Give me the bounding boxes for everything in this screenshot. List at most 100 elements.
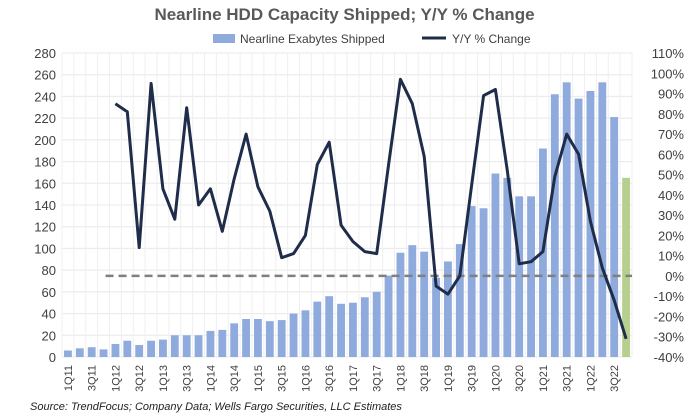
bar-4Q16 xyxy=(337,303,345,357)
x-tick-label: 1Q17 xyxy=(348,365,360,392)
y-right-tick-label: -20% xyxy=(654,309,685,324)
x-tick-label: 1Q21 xyxy=(538,365,550,392)
y-right-tick-label: 40% xyxy=(658,188,684,203)
bar-3Q14 xyxy=(230,323,239,357)
bar-3Q21 xyxy=(562,82,571,358)
bar-1Q13 xyxy=(159,339,167,357)
bar-3Q15 xyxy=(277,320,286,357)
x-tick-label: 3Q18 xyxy=(419,365,431,392)
x-tick-label: 3Q17 xyxy=(372,365,384,392)
bar-1Q20 xyxy=(491,173,500,357)
y-left-tick-label: 140 xyxy=(34,198,56,213)
y-left-tick-label: 0 xyxy=(49,350,56,365)
y-left-tick-label: 200 xyxy=(34,133,56,148)
y-left-tick-label: 180 xyxy=(34,155,56,170)
bar-2Q11 xyxy=(75,348,84,357)
bar-2Q17 xyxy=(360,297,369,357)
bar-1Q11 xyxy=(64,350,72,357)
y-right-tick-label: -10% xyxy=(654,289,685,304)
y-right-tick-label: -40% xyxy=(654,350,685,365)
bar-2Q14 xyxy=(218,329,227,357)
x-tick-label: 1Q16 xyxy=(300,365,312,392)
bar-4Q15 xyxy=(289,313,298,357)
x-tick-label: 3Q11 xyxy=(87,365,99,391)
bar-2Q16 xyxy=(313,301,322,357)
y-right-tick-label: 110% xyxy=(652,46,685,61)
x-tick-label: 1Q11 xyxy=(63,365,75,391)
bar-2Q22 xyxy=(598,82,607,358)
x-tick-label: 1Q22 xyxy=(585,365,597,392)
x-tick-label: 3Q14 xyxy=(229,365,241,392)
bar-1Q15 xyxy=(254,319,262,357)
x-tick-label: 3Q21 xyxy=(562,365,574,392)
y-left-tick-label: 160 xyxy=(34,176,56,191)
legend-line-label: Y/Y % Change xyxy=(452,32,531,46)
x-tick-label: 3Q15 xyxy=(277,365,289,392)
x-tick-label: 3Q22 xyxy=(609,365,621,392)
legend-bar-label: Nearline Exabytes Shipped xyxy=(240,32,385,46)
chart-title: Nearline HDD Capacity Shipped; Y/Y % Cha… xyxy=(154,5,535,24)
y-left-tick-label: 120 xyxy=(34,220,56,235)
y-right-tick-label: 50% xyxy=(658,168,684,183)
bar-3Q12 xyxy=(135,345,144,357)
bar-4Q13 xyxy=(194,335,203,357)
x-tick-label: 1Q20 xyxy=(490,365,502,392)
bar-4Q11 xyxy=(99,349,108,357)
y-right-tick-label: 30% xyxy=(658,208,684,223)
y-left-tick-label: 60 xyxy=(42,285,56,300)
y-right-tick-label: 80% xyxy=(658,107,684,122)
bar-2Q19 xyxy=(455,244,464,357)
bar-4Q12 xyxy=(147,340,155,357)
bar-3Q13 xyxy=(182,335,191,357)
bar-1Q12 xyxy=(111,343,120,357)
x-tick-label: 1Q14 xyxy=(205,365,217,392)
source-note: Source: TrendFocus; Company Data; Wells … xyxy=(30,401,402,413)
bar-4Q19 xyxy=(479,208,488,357)
x-tick-label: 1Q12 xyxy=(110,365,122,392)
bar-1Q18 xyxy=(396,252,405,357)
bar-2Q12 xyxy=(123,340,132,357)
bar-4Q22 xyxy=(622,177,630,357)
bar-3Q19 xyxy=(467,206,476,357)
x-tick-label: 3Q12 xyxy=(134,365,146,392)
y-right-tick-label: 0% xyxy=(665,269,684,284)
y-left-tick-label: 20 xyxy=(42,328,56,343)
bar-4Q18 xyxy=(432,277,440,357)
x-tick-label: 1Q18 xyxy=(395,365,407,392)
bar-4Q21 xyxy=(574,98,583,357)
bar-4Q14 xyxy=(242,319,250,357)
y-right-tick-label: 100% xyxy=(651,66,685,81)
y-left-tick-label: 100 xyxy=(34,241,56,256)
y-left-tick-label: 220 xyxy=(34,111,56,126)
bar-1Q16 xyxy=(301,310,310,357)
bar-2Q18 xyxy=(408,245,417,357)
x-tick-label: 3Q16 xyxy=(324,365,336,392)
x-tick-label: 3Q13 xyxy=(182,365,194,392)
yoy-change-line xyxy=(114,77,628,340)
y-right-tick-label: 90% xyxy=(658,87,684,102)
y-right-tick-label: 20% xyxy=(658,228,684,243)
bar-4Q20 xyxy=(527,196,535,357)
bar-2Q15 xyxy=(265,321,274,357)
y-left-tick-label: 240 xyxy=(34,89,56,104)
bar-2Q13 xyxy=(170,335,179,357)
bar-3Q18 xyxy=(420,251,429,357)
y-left-tick-label: 40 xyxy=(42,307,56,322)
x-tick-label: 3Q20 xyxy=(514,365,526,392)
y-right-tick-label: -30% xyxy=(654,330,685,345)
y-left-tick-label: 260 xyxy=(34,68,56,83)
bar-2Q20 xyxy=(503,177,512,357)
x-tick-label: 1Q13 xyxy=(158,365,170,392)
x-tick-label: 1Q15 xyxy=(253,365,265,392)
bar-3Q16 xyxy=(325,296,334,357)
bar-1Q14 xyxy=(206,330,215,357)
bar-1Q19 xyxy=(444,261,452,357)
bar-1Q17 xyxy=(349,302,357,357)
bar-2Q21 xyxy=(550,94,559,357)
y-right-tick-label: 60% xyxy=(658,147,684,162)
y-right-tick-label: 10% xyxy=(658,249,684,264)
legend-bar-swatch xyxy=(213,34,235,43)
y-right-tick-label: 70% xyxy=(658,127,684,142)
bar-3Q17 xyxy=(372,291,381,357)
